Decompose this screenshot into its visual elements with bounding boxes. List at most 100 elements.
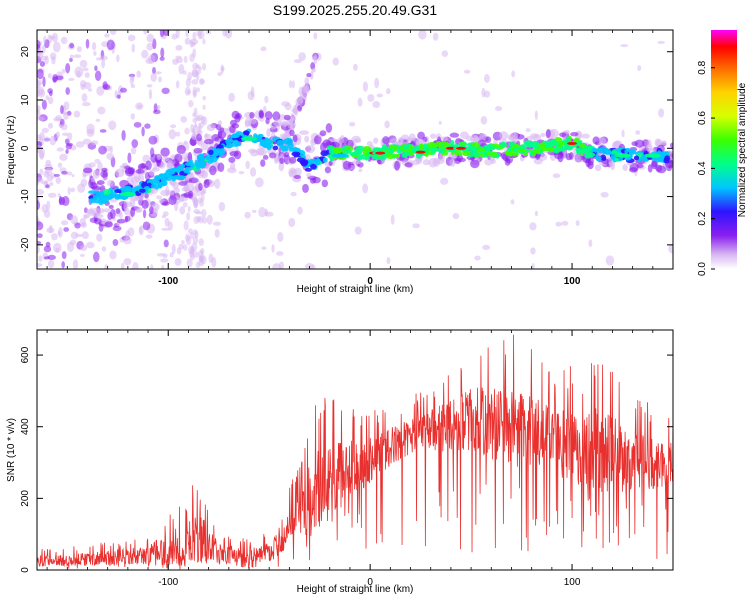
spectrogram-ytick-label: -20 xyxy=(20,237,31,252)
spectrogram-cell xyxy=(214,178,221,190)
spectrogram-cell xyxy=(192,31,197,41)
spectrogram-cell xyxy=(148,135,158,145)
spectrogram-cell xyxy=(161,156,170,162)
spectrogram-cell xyxy=(96,233,103,242)
spectrogram-cell xyxy=(98,190,105,196)
spectrogram-cell xyxy=(422,159,431,166)
spectrogram-cell xyxy=(620,44,629,48)
spectrogram-cell xyxy=(262,155,269,160)
spectrogram-cell xyxy=(209,165,217,176)
spectrogram-cell xyxy=(547,140,555,145)
spectrogram-cell xyxy=(386,153,395,160)
spectrogram-cell xyxy=(449,132,460,138)
spectrogram-cell xyxy=(507,146,512,152)
spectrogram-cell xyxy=(171,243,176,255)
spectrogram-cell xyxy=(123,237,132,245)
spectrogram-cell xyxy=(65,87,70,95)
snr-panel: -100 0 100 0 200 400 600 Height of straight li… xyxy=(6,329,674,595)
spectrogram-cell xyxy=(91,186,101,191)
spectrogram-cell xyxy=(42,76,46,88)
spectrogram-ytick-label: -10 xyxy=(20,189,31,204)
spectrogram-cell xyxy=(255,177,264,188)
spectrogram-cell xyxy=(237,137,242,142)
spectrogram-cell xyxy=(187,205,191,213)
spectrogram-cell xyxy=(70,187,76,193)
spectrogram-cell xyxy=(206,123,216,132)
spectrogram-cell xyxy=(504,157,511,166)
spectrogram-cell xyxy=(245,160,250,170)
snr-xtick-label: 100 xyxy=(564,577,581,588)
spectrogram-cell xyxy=(325,123,333,133)
spectrogram-cell xyxy=(486,152,492,157)
spectrogram-cell xyxy=(148,169,155,176)
spectrogram-cell xyxy=(248,118,257,125)
spectrogram-cell xyxy=(264,111,273,120)
spectrogram-cell xyxy=(61,251,67,260)
spectrogram-cell xyxy=(452,213,460,220)
spectrogram-cell xyxy=(191,133,198,141)
spectrogram-cell xyxy=(127,34,136,42)
colorbar-tick-label: 0.4 xyxy=(697,161,708,175)
spectrogram-cell xyxy=(510,199,515,205)
spectrogram-cell xyxy=(408,133,416,143)
spectrogram-cell xyxy=(204,133,213,141)
spectrogram-cell xyxy=(156,104,161,111)
spectrogram-cell xyxy=(229,150,239,157)
spectrogram-cell xyxy=(37,233,43,239)
spectrogram-cell xyxy=(69,57,73,63)
spectrogram-cell xyxy=(65,143,73,150)
spectrogram-cell xyxy=(183,220,189,231)
spectrogram-cell xyxy=(150,264,154,269)
spectrogram-cell xyxy=(314,134,322,145)
spectrogram-cell xyxy=(324,166,332,174)
spectrogram-cell xyxy=(381,144,388,151)
spectrogram-cell xyxy=(101,167,108,172)
spectrogram-cell xyxy=(276,251,284,256)
spectrogram-cell xyxy=(211,257,217,268)
spectrogram-cell xyxy=(511,70,516,78)
spectrogram-cell xyxy=(184,37,191,45)
spectrogram-cell xyxy=(184,127,190,135)
colorbar-gradient xyxy=(711,30,737,269)
spectrogram-cell xyxy=(235,141,241,147)
spectrogram-ylabel: Frequency (Hz) xyxy=(6,116,17,185)
spectrogram-cell xyxy=(37,221,44,231)
spectrogram-cell xyxy=(150,72,158,82)
figure-title: S199.2025.255.20.49.G31 xyxy=(273,2,437,18)
spectrogram-cell xyxy=(138,174,145,182)
spectrogram-cell xyxy=(356,154,363,161)
spectrogram-cell xyxy=(73,54,82,59)
spectrogram-cell xyxy=(193,251,200,258)
spectrogram-cell xyxy=(86,241,95,249)
spectrogram-cell xyxy=(86,128,95,137)
spectrogram-cell xyxy=(393,145,398,152)
spectrogram-cell xyxy=(186,212,191,221)
colorbar-ticks: 0.0 0.2 0.4 0.6 0.8 xyxy=(697,60,715,276)
spectrogram-cell xyxy=(208,149,214,156)
spectrogram-cell xyxy=(91,207,102,217)
spectrogram-cell xyxy=(97,198,105,205)
spectrogram-cell xyxy=(228,156,236,164)
snr-ytick-label: 600 xyxy=(20,346,31,363)
spectrogram-cell xyxy=(429,147,439,152)
snr-xtick-label: -100 xyxy=(158,577,178,588)
spectrogram-cell xyxy=(160,147,170,157)
spectrogram-cell xyxy=(278,261,285,269)
spectrogram-cell xyxy=(244,211,251,219)
spectrogram-cell xyxy=(148,178,158,183)
colorbar-label: Normalized spectral amplitude xyxy=(737,82,748,217)
spectrogram-cell xyxy=(173,175,184,179)
colorbar-tick-label: 0.2 xyxy=(697,211,708,225)
spectrogram-ytick-label: 10 xyxy=(20,94,31,106)
spectrogram-cell xyxy=(337,137,345,144)
spectrogram-cell xyxy=(43,136,50,143)
spectrogram-cell xyxy=(661,140,667,146)
spectrogram-cell xyxy=(549,128,559,139)
spectrogram-cell xyxy=(100,170,108,178)
spectrogram-cell xyxy=(76,70,81,78)
spectrogram-cell xyxy=(231,133,240,139)
spectrogram-cell xyxy=(59,153,68,161)
spectrogram-cell xyxy=(635,130,641,135)
